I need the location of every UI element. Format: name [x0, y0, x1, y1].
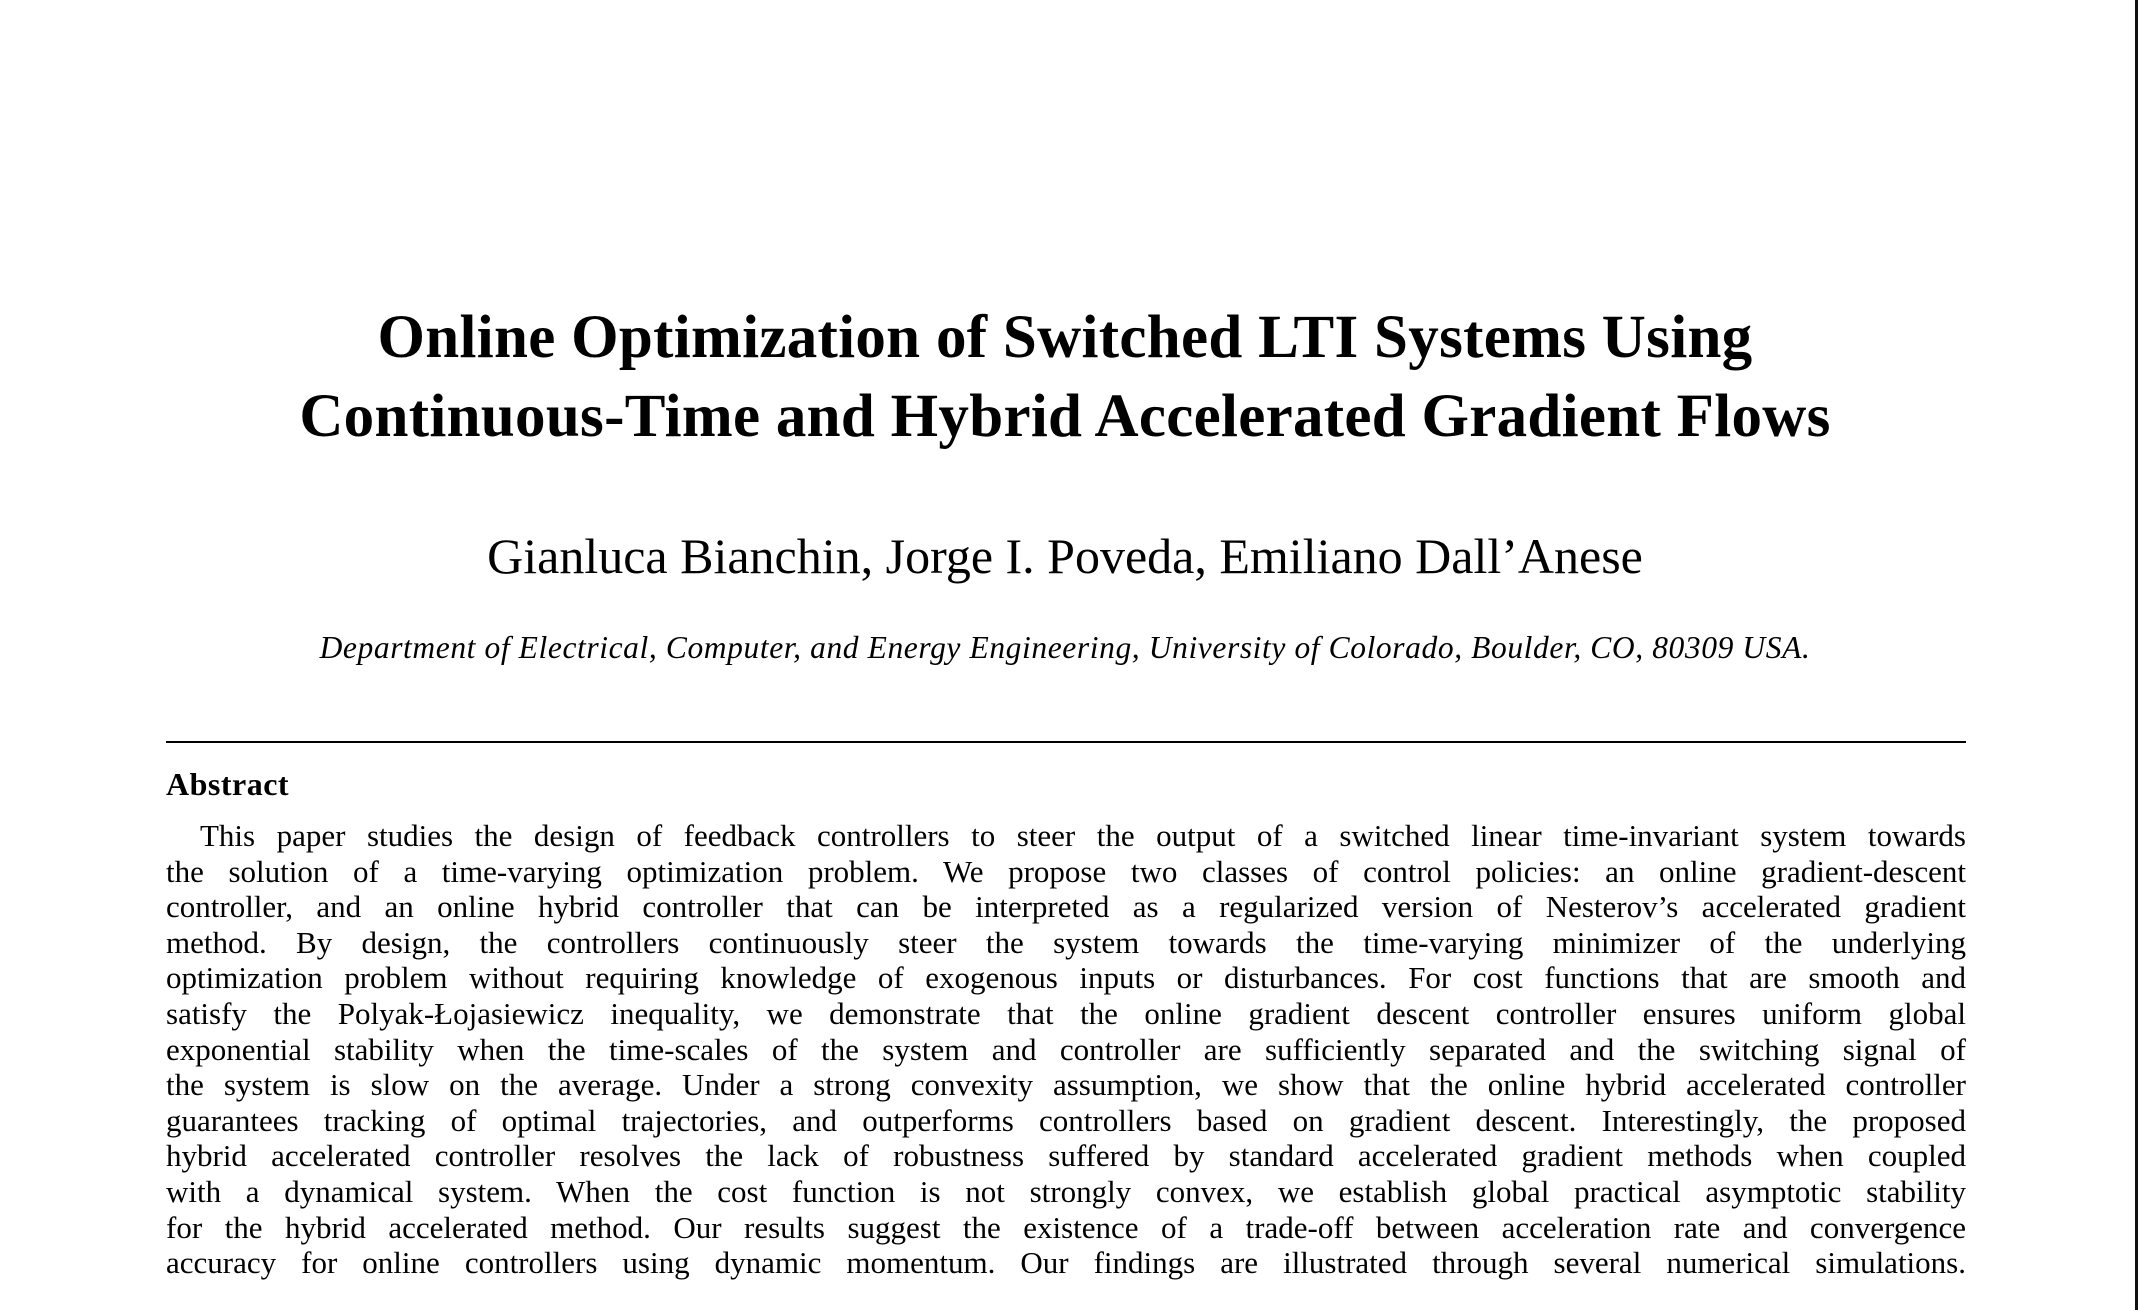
abstract-line: This paper studies the design of feedbac… [200, 818, 1966, 853]
paper-title-line-2: Continuous-Time and Hybrid Accelerated G… [299, 383, 1831, 450]
abstract-line: guarantees tracking of optimal trajector… [166, 1102, 1966, 1138]
abstract-line: controller, and an online hybrid control… [166, 889, 1966, 925]
paper-authors: Gianluca Bianchin, Jorge I. Poveda, Emil… [487, 528, 1643, 584]
abstract-line: accuracy for online controllers using dy… [166, 1245, 1966, 1281]
paper-title-line-1: Online Optimization of Switched LTI Syst… [377, 304, 1753, 371]
abstract-divider [166, 741, 1966, 743]
page-edge-border [2135, 0, 2138, 1310]
abstract-heading: Abstract [166, 766, 290, 802]
abstract-line: method. By design, the controllers conti… [166, 924, 1966, 960]
abstract-line: satisfy the Polyak-Łojasiewicz inequalit… [166, 995, 1966, 1031]
abstract-line: exponential stability when the time-scal… [166, 1031, 1966, 1067]
abstract-body: This paper studies the design of feedbac… [166, 818, 1966, 1281]
abstract-line: with a dynamical system. When the cost f… [166, 1173, 1966, 1209]
abstract-line: the system is slow on the average. Under… [166, 1067, 1966, 1103]
abstract-line: the solution of a time-varying optimizat… [166, 853, 1966, 889]
paper-title: Online Optimization of Switched LTI Syst… [120, 298, 2010, 456]
abstract-line: hybrid accelerated controller resolves t… [166, 1138, 1966, 1174]
abstract-line: for the hybrid accelerated method. Our r… [166, 1209, 1966, 1245]
abstract-line: optimization problem without requiring k… [166, 960, 1966, 996]
paper-affiliation: Department of Electrical, Computer, and … [319, 630, 1811, 665]
